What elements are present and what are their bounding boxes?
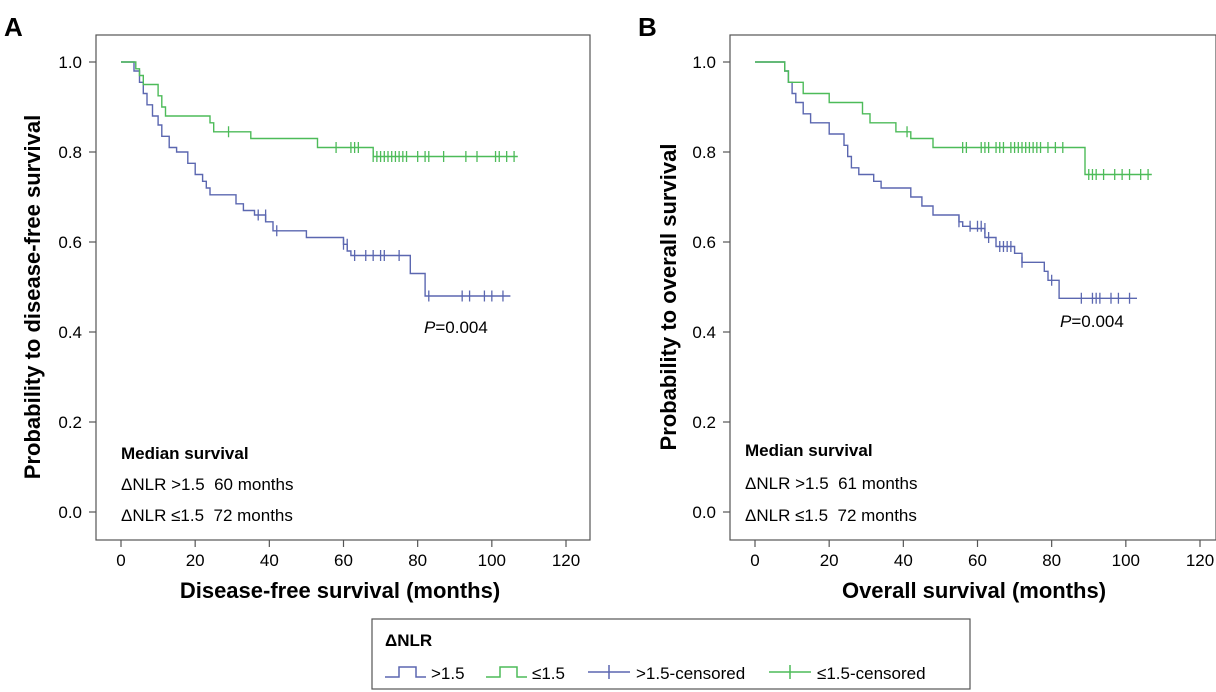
p-value-number-a: =0.004 — [435, 318, 487, 337]
legend-item-low: ≤1.5 — [486, 664, 565, 683]
x-tick-label-a-3: 60 — [334, 551, 353, 570]
axis-ticks-a: 0 20 40 60 80 100 120 0.0 0.2 0.4 0.6 0.8 1.0 — [58, 53, 580, 570]
legend-label-high-censored: >1.5-censored — [636, 664, 745, 683]
plot-frame-b — [729, 34, 1216, 541]
y-tick-label-b-5: 1.0 — [692, 53, 716, 72]
y-tick-label-a-0: 0.0 — [58, 503, 82, 522]
median-title-b: Median survival — [745, 441, 873, 460]
x-tick-label-a-5: 100 — [478, 551, 506, 570]
x-tick-label-b-4: 80 — [1042, 551, 1061, 570]
y-tick-label-a-4: 0.8 — [58, 143, 82, 162]
plot-frame-a — [95, 34, 591, 541]
p-value-label-b: P — [1060, 312, 1072, 331]
legend-swatch-high-censor — [588, 665, 630, 679]
median-row-a-high: ΔNLR >1.5 60 months — [121, 475, 293, 494]
legend-title: ΔNLR — [385, 631, 432, 650]
x-tick-label-b-5: 100 — [1112, 551, 1140, 570]
y-tick-label-b-4: 0.8 — [692, 143, 716, 162]
median-title-a: Median survival — [121, 444, 249, 463]
y-tick-label-b-3: 0.6 — [692, 233, 716, 252]
y-tick-label-a-2: 0.4 — [58, 323, 82, 342]
legend-label-low-censored: ≤1.5-censored — [817, 664, 926, 683]
y-tick-label-a-5: 1.0 — [58, 53, 82, 72]
p-value-number-b: =0.004 — [1071, 312, 1123, 331]
x-tick-label-b-2: 40 — [894, 551, 913, 570]
legend-swatch-low-line — [486, 666, 527, 678]
survival-curve-b-0 — [755, 61, 1137, 299]
panel-b: B Probability to overall survival Overal… — [638, 12, 1216, 603]
legend-label-high: >1.5 — [431, 664, 465, 683]
legend-item-high-censored: >1.5-censored — [588, 664, 745, 683]
panel-letter-b: B — [638, 12, 657, 42]
x-tick-label-a-4: 80 — [408, 551, 427, 570]
p-value-a: P=0.004 — [424, 318, 488, 337]
y-axis-title-b: Probability to overall survival — [656, 144, 681, 451]
x-tick-label-a-0: 0 — [116, 551, 125, 570]
x-tick-label-a-2: 40 — [260, 551, 279, 570]
legend-label-low: ≤1.5 — [532, 664, 565, 683]
legend-swatch-high-line — [385, 666, 426, 678]
legend-item-high: >1.5 — [385, 664, 465, 683]
x-tick-label-b-3: 60 — [968, 551, 987, 570]
censor-marks-b — [906, 126, 1149, 304]
x-tick-label-b-0: 0 — [750, 551, 759, 570]
y-tick-label-a-1: 0.2 — [58, 413, 82, 432]
y-tick-label-b-0: 0.0 — [692, 503, 716, 522]
x-tick-label-a-6: 120 — [552, 551, 580, 570]
curves-b — [755, 61, 1152, 299]
median-row-b-low: ΔNLR ≤1.5 72 months — [745, 506, 917, 525]
y-axis-title-a: Probability to disease-free survival — [20, 115, 45, 479]
legend-item-low-censored: ≤1.5-censored — [769, 664, 926, 683]
censor-marks-a — [227, 126, 515, 302]
y-tick-label-b-1: 0.2 — [692, 413, 716, 432]
axis-ticks-b: 0 20 40 60 80 100 120 0.0 0.2 0.4 0.6 0.8 1.0 — [692, 53, 1214, 570]
legend: ΔNLR >1.5 ≤1.5 >1.5-censored ≤1.5-censor… — [371, 618, 971, 690]
panel-letter-a: A — [4, 12, 23, 42]
survival-curve-a-0 — [121, 61, 511, 297]
median-row-a-low: ΔNLR ≤1.5 72 months — [121, 506, 293, 525]
y-tick-label-a-3: 0.6 — [58, 233, 82, 252]
x-tick-label-b-1: 20 — [820, 551, 839, 570]
p-value-label-a: P — [424, 318, 436, 337]
panel-a: A Probability to disease-free survival D… — [4, 12, 591, 603]
survival-curve-a-1 — [121, 61, 518, 158]
x-tick-label-b-6: 120 — [1186, 551, 1214, 570]
curves-a — [121, 61, 518, 297]
p-value-b: P=0.004 — [1060, 312, 1124, 331]
survival-curve-b-1 — [755, 61, 1152, 176]
x-axis-title-a: Disease-free survival (months) — [180, 578, 500, 603]
legend-box — [371, 618, 971, 690]
x-tick-label-a-1: 20 — [186, 551, 205, 570]
y-tick-label-b-2: 0.4 — [692, 323, 716, 342]
median-row-b-high: ΔNLR >1.5 61 months — [745, 474, 917, 493]
legend-swatch-low-censor — [769, 665, 811, 679]
x-axis-title-b: Overall survival (months) — [842, 578, 1106, 603]
